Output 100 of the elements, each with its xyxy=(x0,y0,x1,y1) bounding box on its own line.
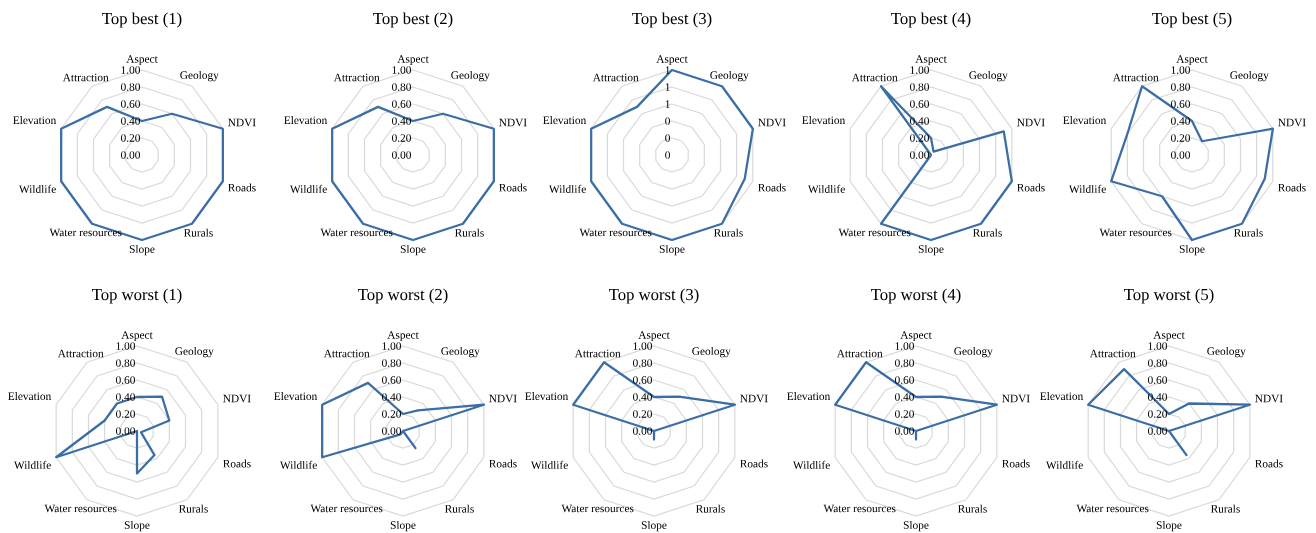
spoke-label: Slope xyxy=(659,244,685,256)
y-tick-label: 0.60 xyxy=(392,100,411,108)
chart-title: Top worst (3) xyxy=(609,288,699,304)
chart-title: Top worst (1) xyxy=(92,288,182,304)
y-tick-label: 0.60 xyxy=(895,376,914,384)
y-tick-label: 0.80 xyxy=(1148,359,1167,367)
y-tick-label: 1.00 xyxy=(1171,66,1190,74)
spoke-label: Slope xyxy=(918,244,944,256)
spoke-label: Aspect xyxy=(900,331,932,342)
y-tick-label: 1.00 xyxy=(910,66,929,74)
y-tick-label: 0.80 xyxy=(382,359,401,367)
spoke-label: Roads xyxy=(758,183,786,192)
spoke-label: Elevation xyxy=(543,116,587,125)
y-tick-label: 0.40 xyxy=(392,117,411,125)
spoke-label: Elevation xyxy=(1063,116,1107,125)
y-tick-label: 1 xyxy=(665,100,670,108)
spoke-label: NDVI xyxy=(758,118,786,127)
y-tick-label: 0.40 xyxy=(116,393,135,401)
spoke-label: Roads xyxy=(1017,183,1045,192)
y-tick-label: 0.00 xyxy=(633,427,652,435)
spoke-label: Aspect xyxy=(638,331,670,342)
y-tick-label: 0.80 xyxy=(633,359,652,367)
spoke-label: Water resources xyxy=(310,504,383,513)
spoke-label: Slope xyxy=(390,520,416,532)
y-tick-label: 0.60 xyxy=(382,376,401,384)
spoke-label: Aspect xyxy=(387,331,419,342)
spoke-label: Water resources xyxy=(1076,504,1149,513)
y-tick-label: 0.80 xyxy=(1171,83,1190,91)
y-tick-label: 0.00 xyxy=(382,427,401,435)
spoke-label: Water resources xyxy=(823,504,896,513)
spoke-label: Rurals xyxy=(454,228,484,237)
y-tick-label: 0.20 xyxy=(116,410,135,418)
chart-title: Top best (5) xyxy=(1152,12,1232,28)
spoke-label: Roads xyxy=(499,183,527,192)
y-tick-label: 0.80 xyxy=(910,83,929,91)
spoke-label: Aspect xyxy=(1176,55,1208,66)
y-tick-label: 0.20 xyxy=(1171,134,1190,142)
y-tick-label: 0.80 xyxy=(895,359,914,367)
chart-title: Top worst (2) xyxy=(358,288,448,304)
y-tick-label: 0.40 xyxy=(633,393,652,401)
spoke-label: Wildlife xyxy=(13,460,51,469)
y-tick-label: 0.00 xyxy=(392,151,411,159)
spoke-label: Rurals xyxy=(695,504,725,513)
spoke-label: Aspect xyxy=(656,55,688,66)
spoke-label: Geology xyxy=(1207,346,1246,358)
y-tick-label: 0.00 xyxy=(121,151,140,159)
spoke-label: NDVI xyxy=(489,394,517,403)
y-tick-label: 0.40 xyxy=(1171,117,1190,125)
spoke-label: Rurals xyxy=(444,504,474,513)
y-tick-label: 0.60 xyxy=(910,100,929,108)
spoke-label: Rurals xyxy=(178,504,208,513)
y-tick-label: 0 xyxy=(665,134,670,142)
chart-title: Top best (2) xyxy=(373,12,453,28)
spoke-label: Rurals xyxy=(713,228,743,237)
chart-title: Top best (3) xyxy=(632,12,712,28)
spoke-label: Water resources xyxy=(561,504,634,513)
y-tick-label: 0.60 xyxy=(116,376,135,384)
spoke-label: Attraction xyxy=(592,73,639,82)
y-tick-label: 0.80 xyxy=(121,83,140,91)
y-tick-label: 0.80 xyxy=(116,359,135,367)
spoke-label: Attraction xyxy=(323,349,370,358)
spoke-label: Water resources xyxy=(1099,228,1172,237)
spoke-label: Wildlife xyxy=(792,460,830,469)
y-tick-label: 0.00 xyxy=(1171,151,1190,159)
spoke-label: Slope xyxy=(903,520,929,532)
spoke-label: Roads xyxy=(228,183,256,192)
spoke-label: NDVI xyxy=(740,394,768,403)
spoke-label: Slope xyxy=(129,244,155,256)
spoke-label: Elevation xyxy=(525,392,569,401)
spoke-label: Rurals xyxy=(1233,228,1263,237)
spoke-label: Attraction xyxy=(1112,73,1159,82)
y-tick-label: 1.00 xyxy=(633,342,652,350)
spoke-label: NDVI xyxy=(1255,394,1283,403)
y-tick-label: 0.80 xyxy=(392,83,411,91)
spoke-label: NDVI xyxy=(223,394,251,403)
spoke-label: Aspect xyxy=(397,55,429,66)
spoke-label: Water resources xyxy=(579,228,652,237)
y-tick-label: 0.20 xyxy=(121,134,140,142)
spoke-label: Rurals xyxy=(972,228,1002,237)
y-tick-label: 1.00 xyxy=(895,342,914,350)
spoke-label: Geology xyxy=(441,346,480,358)
spoke-label: Slope xyxy=(400,244,426,256)
spoke-label: Rurals xyxy=(957,504,987,513)
spoke-label: Wildlife xyxy=(1068,184,1106,193)
spoke-label: Slope xyxy=(1156,520,1182,532)
y-tick-label: 0.00 xyxy=(910,151,929,159)
spoke-label: Rurals xyxy=(1210,504,1240,513)
y-tick-label: 1.00 xyxy=(392,66,411,74)
spoke-label: Slope xyxy=(1179,244,1205,256)
spoke-label: Attraction xyxy=(62,73,109,82)
spoke-label: Attraction xyxy=(57,349,104,358)
spoke-label: Elevation xyxy=(787,392,831,401)
spoke-label: Roads xyxy=(489,459,517,468)
spoke-label: Roads xyxy=(740,459,768,468)
spoke-label: NDVI xyxy=(1278,118,1306,127)
spoke-label: Water resources xyxy=(44,504,117,513)
spoke-label: Wildlife xyxy=(807,184,845,193)
spoke-label: Attraction xyxy=(836,349,883,358)
spoke-label: Geology xyxy=(692,346,731,358)
spoke-label: Water resources xyxy=(320,228,393,237)
